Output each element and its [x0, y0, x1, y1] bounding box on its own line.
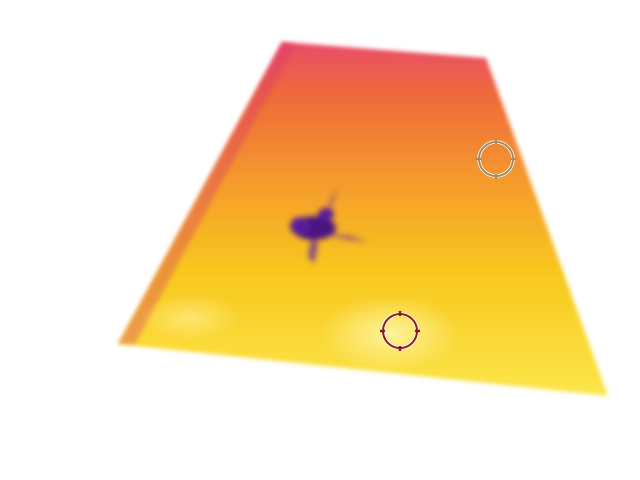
warm-spot — [320, 296, 460, 372]
target-circle-icon — [476, 139, 516, 179]
crosshair-icon — [380, 311, 420, 351]
plate-edge-tint — [118, 42, 296, 344]
measurement-circle-marker[interactable] — [476, 139, 516, 179]
spot-crosshair-marker[interactable] — [380, 311, 420, 351]
cold-blob — [290, 186, 368, 264]
warm-spot-2 — [140, 294, 240, 342]
